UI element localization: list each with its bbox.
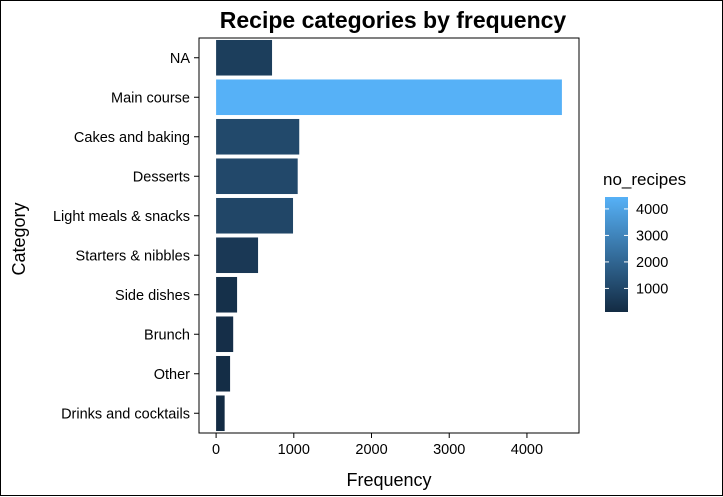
x-axis: 0 1000 2000 3000 4000 xyxy=(212,433,543,458)
legend-tick-label-0: 1000 xyxy=(636,281,668,297)
x-tick-label-0: 0 xyxy=(212,442,220,458)
bar-2 xyxy=(216,118,300,155)
legend: no_recipes 1000 2000 3000 4000 xyxy=(603,170,686,312)
y-tick-label-9: Drinks and cocktails xyxy=(61,406,190,422)
x-tick-label-3: 3000 xyxy=(433,442,465,458)
y-tick-label-6: Side dishes xyxy=(115,288,190,304)
y-tick-label-7: Brunch xyxy=(144,327,190,343)
legend-colorbar xyxy=(605,197,628,312)
y-tick-label-3: Desserts xyxy=(133,169,190,185)
y-axis: NA Main course Cakes and baking Desserts Lig… xyxy=(53,51,199,422)
bar-6 xyxy=(216,276,238,313)
y-tick-label-1: Main course xyxy=(111,90,190,106)
bar-1 xyxy=(216,79,562,116)
bar-8 xyxy=(216,355,231,392)
bar-7 xyxy=(216,316,234,353)
chart-title: Recipe categories by frequency xyxy=(220,7,567,33)
bar-3 xyxy=(216,158,298,195)
bar-5 xyxy=(216,237,259,274)
bar-0 xyxy=(216,39,273,76)
legend-title: no_recipes xyxy=(603,170,686,189)
y-tick-label-2: Cakes and baking xyxy=(74,130,190,146)
y-tick-label-0: NA xyxy=(170,51,190,67)
y-tick-label-4: Light meals & snacks xyxy=(53,209,190,225)
y-tick-label-8: Other xyxy=(154,367,190,383)
y-tick-label-5: Starters & nibbles xyxy=(76,248,190,264)
legend-tick-label-2: 3000 xyxy=(636,228,668,244)
y-axis-title: Category xyxy=(9,202,29,275)
x-tick-label-4: 4000 xyxy=(511,442,543,458)
x-tick-label-1: 1000 xyxy=(278,442,310,458)
legend-tick-label-3: 4000 xyxy=(636,202,668,218)
bars-layer xyxy=(216,39,562,432)
legend-tick-label-1: 2000 xyxy=(636,255,668,271)
x-axis-title: Frequency xyxy=(346,470,431,490)
x-tick-label-2: 2000 xyxy=(355,442,387,458)
bar-9 xyxy=(216,395,225,432)
bar-4 xyxy=(216,197,294,234)
plot-panel xyxy=(198,37,580,434)
